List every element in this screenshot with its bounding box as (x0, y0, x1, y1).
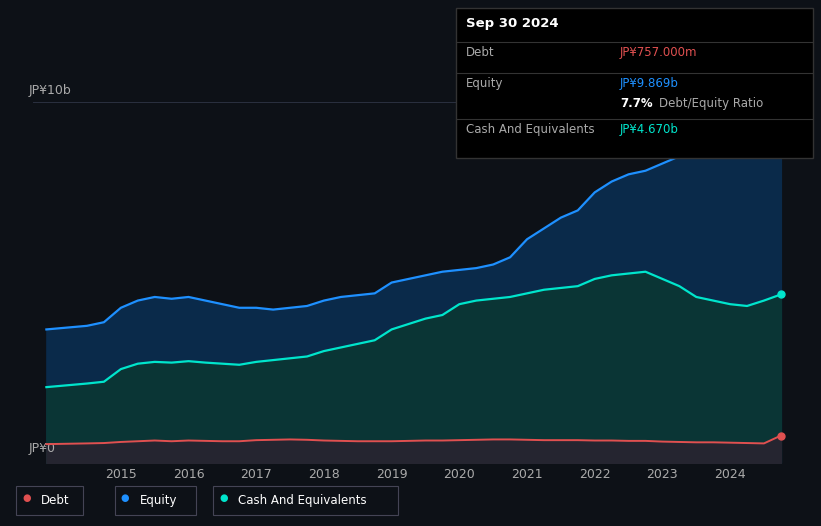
Text: Debt: Debt (41, 494, 70, 507)
Text: Debt/Equity Ratio: Debt/Equity Ratio (659, 97, 764, 110)
Text: JP¥0: JP¥0 (29, 442, 56, 456)
Text: Cash And Equivalents: Cash And Equivalents (466, 123, 594, 136)
Text: JP¥4.670b: JP¥4.670b (620, 123, 679, 136)
Text: Equity: Equity (466, 77, 503, 90)
Text: Sep 30 2024: Sep 30 2024 (466, 17, 558, 31)
Text: Equity: Equity (140, 494, 177, 507)
Text: JP¥9.869b: JP¥9.869b (620, 77, 679, 90)
Text: ●: ● (219, 493, 227, 503)
Text: Cash And Equivalents: Cash And Equivalents (238, 494, 367, 507)
Text: ●: ● (121, 493, 129, 503)
Text: Debt: Debt (466, 46, 494, 59)
Text: 7.7%: 7.7% (620, 97, 653, 110)
Text: JP¥757.000m: JP¥757.000m (620, 46, 697, 59)
Text: ●: ● (22, 493, 30, 503)
Text: JP¥10b: JP¥10b (29, 84, 71, 97)
